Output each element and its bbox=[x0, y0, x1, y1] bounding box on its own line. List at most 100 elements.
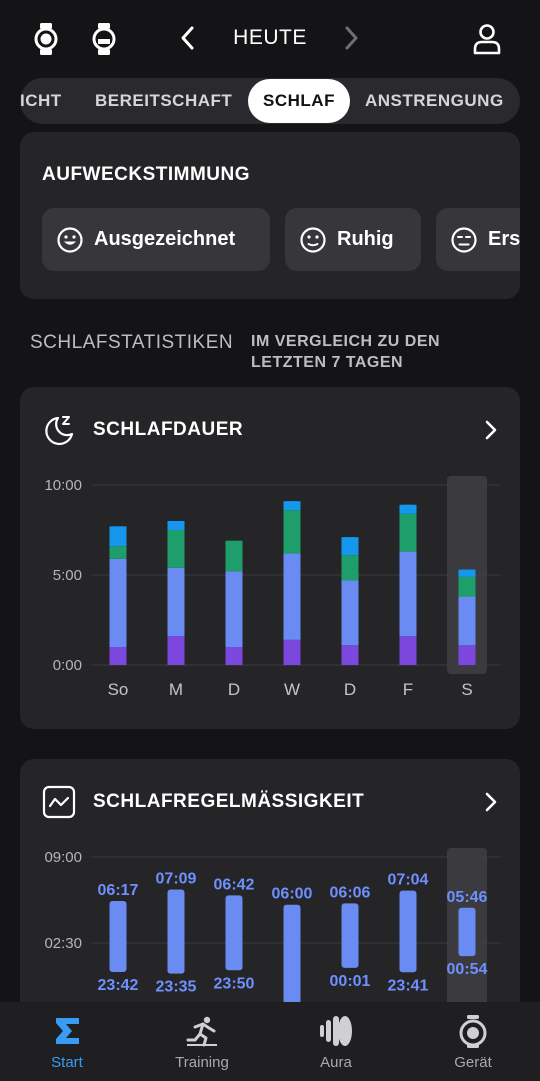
mood-option-excellent[interactable]: Ausgezeichnet bbox=[42, 208, 270, 271]
bar-segment bbox=[283, 553, 301, 640]
mood-option-label: Ers bbox=[488, 228, 520, 250]
bar-segment bbox=[341, 555, 359, 581]
bar-segment bbox=[225, 571, 243, 647]
wake-time-label: 06:06 bbox=[330, 884, 371, 901]
bed-time-label: 23:35 bbox=[156, 979, 197, 996]
regularity-bar bbox=[458, 907, 476, 957]
chevron-right-icon[interactable] bbox=[482, 790, 500, 814]
sigma-icon bbox=[56, 1018, 79, 1044]
tab-uebersicht[interactable]: ICHT bbox=[20, 91, 62, 110]
nav-label: Aura bbox=[320, 1054, 352, 1071]
bar-segment bbox=[283, 639, 301, 665]
bar-cap bbox=[283, 501, 301, 508]
y-tick-label: 02:30 bbox=[44, 935, 82, 952]
top-bar: HEUTE bbox=[0, 0, 540, 78]
sleep-stats-heading: SCHLAFSTATISTIKEN bbox=[30, 332, 234, 353]
regularity-bar bbox=[341, 903, 359, 968]
regularity-bar bbox=[399, 890, 417, 973]
sleep-stats-comparison: IM VERGLEICH ZU DEN LETZTEN 7 TAGEN bbox=[251, 333, 441, 371]
bar-cap bbox=[458, 569, 476, 576]
regularity-bar bbox=[109, 900, 127, 973]
tab-anstrengung[interactable]: ANSTRENGUNG bbox=[365, 91, 504, 110]
nav-aura[interactable]: Aura bbox=[281, 1002, 391, 1081]
regularity-bar bbox=[167, 889, 185, 974]
bar-segment bbox=[225, 647, 243, 665]
y-tick-label: 09:00 bbox=[44, 849, 82, 866]
category-tabs: ICHT BEREITSCHAFT SCHLAF ANSTRENGUNG bbox=[20, 78, 520, 124]
x-tick-label: S bbox=[461, 680, 472, 699]
wake-time-label: 06:17 bbox=[98, 882, 139, 899]
y-tick-label: 5:00 bbox=[53, 567, 82, 584]
x-tick-label: W bbox=[284, 680, 300, 699]
current-day-label: HEUTE bbox=[233, 26, 307, 49]
moon-sleep-icon bbox=[45, 416, 74, 446]
bar-segment bbox=[109, 558, 127, 647]
sleep-duration-chart: 0:00 5:00 10:00 So M D W D F S bbox=[44, 476, 500, 699]
nav-label: Start bbox=[51, 1054, 83, 1071]
regularity-bar bbox=[283, 904, 301, 1019]
chevron-right-icon[interactable] bbox=[482, 418, 500, 442]
wake-mood-options: Ausgezeichnet Ruhig Ers bbox=[42, 208, 520, 272]
wake-time-label: 06:42 bbox=[214, 876, 255, 893]
sleep-duration-title: SCHLAFDAUER bbox=[93, 419, 244, 440]
sleep-regularity-chart: 02:30 09:00 06:17 23:42 07:09 23:35 06:42 23:50… bbox=[44, 848, 500, 1019]
aura-icon bbox=[320, 1016, 352, 1046]
bar-cap bbox=[399, 504, 417, 511]
neutral-face-icon bbox=[300, 226, 326, 253]
bar-segment bbox=[399, 513, 417, 552]
bar-segment bbox=[341, 645, 359, 665]
smile-icon bbox=[57, 226, 83, 253]
y-tick-label: 0:00 bbox=[53, 657, 82, 674]
bed-time-label: 00:54 bbox=[447, 961, 488, 978]
bar-segment bbox=[167, 636, 185, 665]
sleep-regularity-card[interactable]: SCHLAFREGELMÄSSIGKEIT 02:30 09:00 06:17 23:… bbox=[20, 759, 520, 1019]
regularity-graph-icon bbox=[42, 785, 76, 819]
bar-segment bbox=[167, 567, 185, 637]
mood-option-label: Ausgezeichnet bbox=[94, 228, 236, 250]
nav-label: Gerät bbox=[454, 1054, 492, 1071]
x-tick-label: So bbox=[108, 680, 129, 699]
bar-cap bbox=[225, 540, 243, 547]
bed-time-label: 23:41 bbox=[388, 977, 429, 994]
previous-day-arrow-icon[interactable] bbox=[177, 24, 199, 52]
bar-cap bbox=[109, 526, 127, 533]
wake-time-label: 07:04 bbox=[388, 872, 429, 889]
bed-time-label: 00:01 bbox=[330, 973, 371, 990]
bar-cap bbox=[167, 521, 185, 527]
bar-segment bbox=[109, 546, 127, 559]
nav-geraet[interactable]: Gerät bbox=[418, 1002, 528, 1081]
stopwatch-icon bbox=[459, 1015, 487, 1048]
nav-start[interactable]: Start bbox=[12, 1002, 122, 1081]
bar-segment bbox=[399, 551, 417, 637]
bar-segment bbox=[399, 636, 417, 665]
x-tick-label: M bbox=[169, 680, 183, 699]
bar-segment bbox=[341, 580, 359, 646]
mood-option-tired[interactable]: Ers bbox=[436, 208, 520, 271]
bar-segment bbox=[225, 540, 243, 572]
watch-round-icon[interactable] bbox=[31, 22, 61, 56]
bed-time-label: 23:50 bbox=[214, 975, 255, 992]
watch-connected-icon[interactable] bbox=[89, 22, 119, 56]
y-tick-label: 10:00 bbox=[44, 477, 82, 494]
profile-icon[interactable] bbox=[472, 22, 502, 56]
wake-mood-card: AUFWECKSTIMMUNG Ausgezeichnet Ruhig bbox=[20, 132, 520, 299]
running-person-icon bbox=[186, 1016, 217, 1047]
mood-option-calm[interactable]: Ruhig bbox=[285, 208, 421, 271]
tired-face-icon bbox=[451, 226, 477, 253]
bar-segment bbox=[109, 647, 127, 665]
bed-time-label: 23:42 bbox=[98, 977, 139, 994]
x-tick-label: D bbox=[344, 680, 356, 699]
wake-time-label: 07:09 bbox=[156, 870, 197, 887]
next-day-arrow-icon[interactable] bbox=[340, 24, 362, 52]
bottom-navigation: Start Training Aura Gerät bbox=[0, 1002, 540, 1081]
sleep-regularity-title: SCHLAFREGELMÄSSIGKEIT bbox=[93, 791, 365, 812]
bar-segment bbox=[167, 530, 185, 568]
wake-mood-title: AUFWECKSTIMMUNG bbox=[42, 164, 251, 185]
x-tick-label: D bbox=[228, 680, 240, 699]
nav-training[interactable]: Training bbox=[147, 1002, 257, 1081]
tab-schlaf[interactable]: SCHLAF bbox=[248, 79, 350, 123]
tab-bereitschaft[interactable]: BEREITSCHAFT bbox=[95, 91, 233, 110]
bar-segment bbox=[283, 510, 301, 554]
mood-option-label: Ruhig bbox=[337, 228, 394, 250]
sleep-duration-card[interactable]: SCHLAFDAUER 0:00 5:00 10:00 So M D W D F S bbox=[20, 387, 520, 729]
